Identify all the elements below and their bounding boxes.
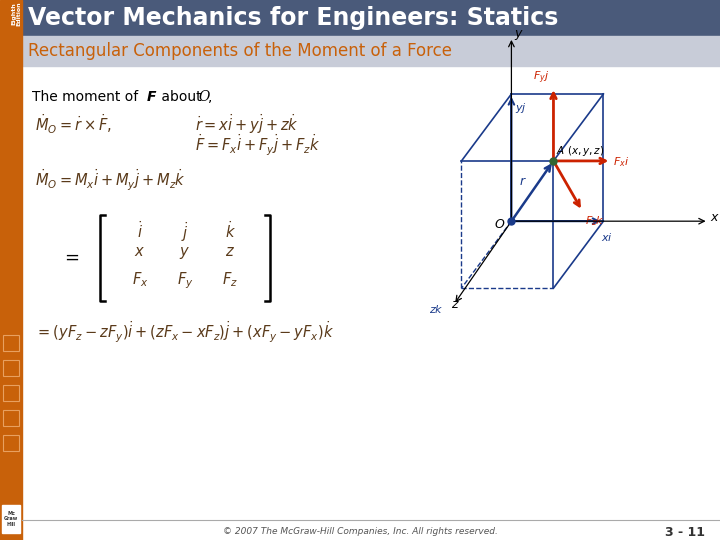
Bar — [22, 36, 720, 66]
Text: ,: , — [208, 90, 212, 104]
Text: $zk$: $zk$ — [429, 303, 444, 315]
Text: $\dot{i}$: $\dot{i}$ — [137, 220, 143, 241]
Text: $O$: $O$ — [493, 218, 505, 231]
Text: $\dot{r} = x\dot{i} + y\dot{j} + z\dot{k}$: $\dot{r} = x\dot{i} + y\dot{j} + z\dot{k… — [195, 112, 299, 136]
Text: $\dot{M}_O = \dot{r} \times \dot{F},$: $\dot{M}_O = \dot{r} \times \dot{F},$ — [35, 112, 112, 136]
Text: $z$: $z$ — [225, 245, 235, 259]
Text: $x$: $x$ — [710, 211, 720, 224]
Text: $y$: $y$ — [514, 28, 524, 42]
Bar — [2, 505, 20, 533]
Text: $x$: $x$ — [135, 245, 145, 259]
Text: $z$: $z$ — [451, 298, 460, 311]
Text: $\dot{M}_O = M_x\dot{i} + M_y\dot{j} + M_z\dot{k}$: $\dot{M}_O = M_x\dot{i} + M_y\dot{j} + M… — [35, 168, 186, 193]
Text: $F_x$: $F_x$ — [132, 270, 148, 289]
Bar — [3, 360, 19, 376]
Text: $F_y$: $F_y$ — [176, 270, 193, 291]
Bar — [3, 435, 19, 451]
Text: =: = — [65, 249, 79, 267]
Text: $F_x i$: $F_x i$ — [613, 156, 629, 170]
Text: $r$: $r$ — [519, 175, 527, 188]
Text: Vector Mechanics for Engineers: Statics: Vector Mechanics for Engineers: Statics — [28, 6, 559, 30]
Bar — [3, 335, 19, 351]
Text: $\dot{F} = F_x\dot{i} + F_y\dot{j} + F_z\dot{k}$: $\dot{F} = F_x\dot{i} + F_y\dot{j} + F_z… — [195, 133, 320, 158]
Text: © 2007 The McGraw-Hill Companies, Inc. All rights reserved.: © 2007 The McGraw-Hill Companies, Inc. A… — [222, 528, 498, 537]
Text: $yj$: $yj$ — [516, 100, 527, 114]
Text: about: about — [157, 90, 206, 104]
Text: $= (yF_z - zF_y)\dot{i} + (zF_x - xF_z)\dot{j} + (xF_y - yF_x)\dot{k}$: $= (yF_z - zF_y)\dot{i} + (zF_x - xF_z)\… — [35, 320, 334, 346]
Text: Rectangular Components of the Moment of a Force: Rectangular Components of the Moment of … — [28, 42, 452, 60]
Text: $y$: $y$ — [179, 245, 191, 261]
Bar — [22, 66, 720, 522]
Text: Eighth
Edition: Eighth Edition — [11, 2, 22, 26]
Text: $\dot{k}$: $\dot{k}$ — [225, 220, 235, 241]
Text: $F_z$: $F_z$ — [222, 270, 238, 289]
Text: $xi$: $xi$ — [600, 231, 613, 243]
Text: $\dot{j}$: $\dot{j}$ — [181, 220, 189, 244]
Text: $A\ (x, y, z)$: $A\ (x, y, z)$ — [556, 144, 605, 158]
Bar — [3, 410, 19, 426]
Text: 3 - 11: 3 - 11 — [665, 525, 705, 538]
Text: $F_z k$: $F_z k$ — [585, 214, 605, 228]
Text: Mc
Graw
Hill: Mc Graw Hill — [4, 511, 18, 527]
Text: F: F — [147, 90, 156, 104]
Text: O: O — [198, 90, 210, 104]
Bar — [22, 0, 720, 36]
Text: $F_y j$: $F_y j$ — [533, 69, 549, 85]
Bar — [0, 0, 22, 540]
Text: The moment of: The moment of — [32, 90, 143, 104]
Bar — [3, 385, 19, 401]
